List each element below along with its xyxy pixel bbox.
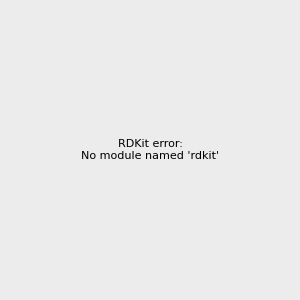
Text: RDKit error:
No module named 'rdkit': RDKit error: No module named 'rdkit' xyxy=(81,139,219,161)
